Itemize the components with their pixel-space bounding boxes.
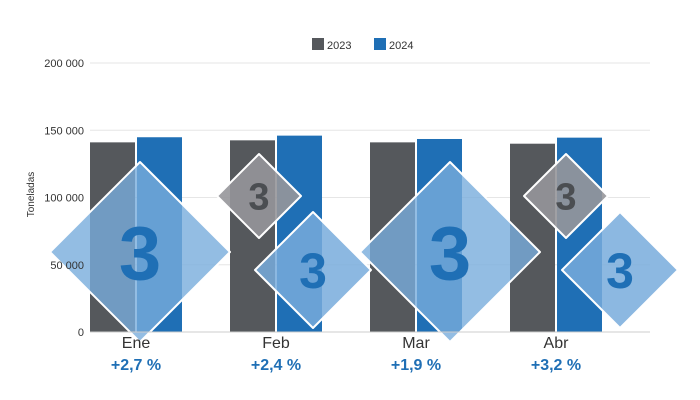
watermark-glyph: 3	[248, 177, 269, 219]
y-tick-label: 50 000	[50, 260, 84, 272]
x-tick-label: Feb	[262, 335, 290, 352]
y-axis-title: Toneladas	[26, 172, 37, 218]
watermark-diamond-shape	[359, 161, 541, 343]
legend-label-2024: 2024	[389, 40, 413, 52]
watermark: 333 333	[49, 153, 679, 343]
watermark-diamond: 3	[359, 161, 541, 343]
watermark-diamond: 3	[523, 153, 609, 239]
watermark-glyph: 3	[429, 211, 471, 296]
watermark-diamond-shape	[561, 211, 679, 329]
change-label: +1,9 %	[391, 357, 441, 374]
change-label: +2,4 %	[251, 357, 301, 374]
watermark-diamond-shape	[49, 161, 231, 343]
legend-swatch-2023	[312, 38, 324, 50]
watermark-glyph: 3	[119, 211, 161, 296]
axes: 0 50 000 100 000 150 000 200 000 Toneladas Ene…	[26, 58, 650, 374]
watermark-diamond-shape	[254, 211, 372, 329]
legend: 2023 2024	[312, 38, 413, 52]
legend-label-2023: 2023	[327, 40, 351, 52]
y-tick-label: 200 000	[44, 58, 84, 70]
watermark-diamond-shape	[523, 153, 609, 239]
y-tick-label: 0	[78, 327, 84, 339]
watermark-diamond: 3	[561, 211, 679, 329]
x-tick-label: Ene	[122, 335, 151, 352]
watermark-glyph: 3	[606, 243, 634, 299]
x-tick-label: Abr	[544, 335, 570, 352]
change-label: +2,7 %	[111, 357, 161, 374]
watermark-diamond: 3	[216, 153, 302, 239]
watermark-glyph: 3	[555, 177, 576, 219]
x-tick-label: Mar	[402, 335, 430, 352]
change-label: +3,2 %	[531, 357, 581, 374]
y-tick-label: 150 000	[44, 125, 84, 137]
watermark-glyph: 3	[299, 243, 327, 299]
watermark-diamond: 3	[49, 161, 231, 343]
watermark-diamond-shape	[216, 153, 302, 239]
watermark-diamond: 3	[254, 211, 372, 329]
legend-swatch-2024	[374, 38, 386, 50]
y-tick-label: 100 000	[44, 193, 84, 205]
